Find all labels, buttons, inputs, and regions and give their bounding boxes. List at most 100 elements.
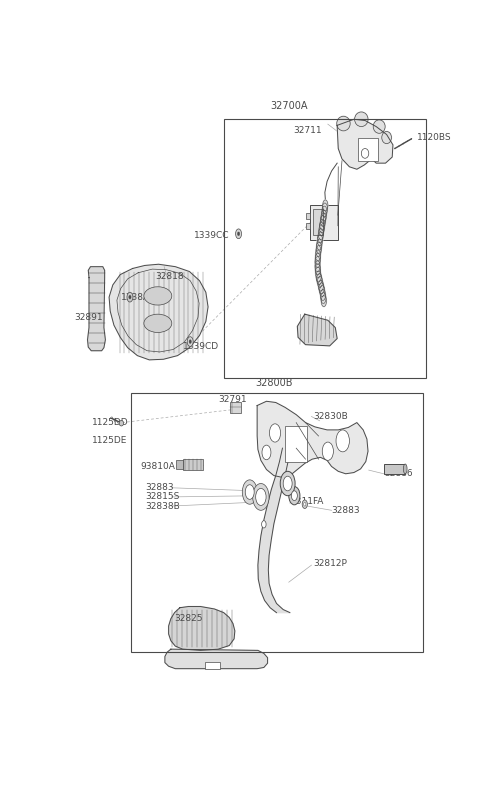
Ellipse shape [127, 292, 133, 302]
Ellipse shape [321, 210, 326, 221]
Ellipse shape [262, 445, 271, 460]
Ellipse shape [315, 256, 320, 267]
Text: 1339CC: 1339CC [194, 230, 229, 240]
Ellipse shape [337, 116, 350, 131]
Text: 32700A: 32700A [270, 100, 308, 111]
Ellipse shape [315, 253, 321, 264]
Ellipse shape [269, 424, 281, 442]
Ellipse shape [280, 471, 295, 496]
Polygon shape [87, 267, 106, 350]
Ellipse shape [238, 232, 240, 236]
Ellipse shape [129, 295, 131, 299]
Polygon shape [337, 119, 393, 169]
Ellipse shape [245, 485, 254, 499]
Ellipse shape [304, 502, 306, 506]
Ellipse shape [315, 264, 321, 275]
Ellipse shape [302, 500, 307, 509]
Ellipse shape [189, 340, 192, 343]
Ellipse shape [319, 225, 324, 236]
Ellipse shape [318, 280, 324, 291]
Ellipse shape [316, 271, 321, 282]
Ellipse shape [315, 250, 321, 261]
Ellipse shape [315, 267, 321, 278]
Text: 93810A: 93810A [140, 462, 175, 471]
Ellipse shape [283, 476, 292, 490]
Ellipse shape [119, 421, 124, 426]
Text: 32711: 32711 [293, 126, 322, 134]
Ellipse shape [317, 274, 322, 285]
Text: 32815S: 32815S [145, 493, 179, 501]
Ellipse shape [321, 213, 326, 224]
Ellipse shape [323, 200, 328, 211]
Ellipse shape [373, 120, 385, 134]
Ellipse shape [318, 229, 324, 240]
Text: 32891: 32891 [74, 312, 103, 322]
Bar [131, 393, 423, 653]
Text: 32883: 32883 [145, 483, 173, 492]
Ellipse shape [316, 242, 322, 253]
Ellipse shape [315, 261, 320, 272]
Ellipse shape [322, 206, 327, 217]
Text: 1311FA: 1311FA [290, 498, 324, 506]
Bar [305, 223, 310, 229]
Polygon shape [297, 314, 337, 346]
Ellipse shape [336, 430, 349, 452]
Text: 1338AC: 1338AC [121, 293, 156, 301]
Bar [285, 426, 307, 462]
Ellipse shape [236, 229, 241, 239]
Ellipse shape [403, 464, 407, 474]
Ellipse shape [317, 239, 322, 250]
Text: 1339CD: 1339CD [183, 342, 219, 351]
Ellipse shape [355, 112, 368, 127]
Ellipse shape [144, 287, 172, 305]
Bar [205, 662, 220, 669]
Ellipse shape [322, 203, 327, 214]
Text: 1120BS: 1120BS [417, 133, 452, 142]
Ellipse shape [291, 490, 297, 501]
Text: 32791: 32791 [219, 396, 247, 404]
Polygon shape [258, 448, 290, 612]
Polygon shape [257, 401, 368, 478]
Ellipse shape [320, 219, 325, 230]
Text: 32818: 32818 [156, 271, 184, 281]
Ellipse shape [321, 293, 326, 304]
Ellipse shape [319, 283, 324, 293]
Ellipse shape [382, 131, 392, 144]
Text: 32886: 32886 [385, 469, 413, 479]
Text: 1125DD: 1125DD [92, 418, 128, 427]
Text: 32838B: 32838B [145, 501, 180, 510]
Ellipse shape [320, 290, 325, 301]
Polygon shape [109, 264, 208, 360]
Bar [224, 119, 426, 378]
Polygon shape [168, 607, 235, 650]
Ellipse shape [316, 245, 321, 256]
Text: 1125DE: 1125DE [92, 436, 127, 445]
Ellipse shape [320, 286, 325, 297]
Bar [230, 402, 241, 413]
Ellipse shape [289, 486, 300, 505]
Bar [358, 138, 378, 161]
Ellipse shape [256, 488, 266, 505]
Ellipse shape [321, 296, 326, 307]
Bar [176, 460, 183, 469]
Text: 32830B: 32830B [313, 412, 348, 421]
Ellipse shape [144, 314, 172, 332]
Bar [310, 205, 338, 240]
Bar [384, 464, 405, 474]
Ellipse shape [322, 442, 334, 460]
Ellipse shape [319, 222, 324, 233]
Text: 32825: 32825 [174, 614, 203, 623]
Ellipse shape [252, 483, 269, 510]
Text: 32883: 32883 [332, 505, 360, 515]
Ellipse shape [262, 520, 266, 528]
Ellipse shape [317, 235, 323, 246]
Ellipse shape [318, 232, 323, 243]
Text: 32800B: 32800B [255, 378, 293, 388]
Ellipse shape [320, 215, 325, 226]
Bar [313, 210, 324, 235]
Ellipse shape [361, 149, 369, 158]
Polygon shape [165, 649, 267, 668]
Bar [183, 459, 203, 470]
Ellipse shape [242, 480, 257, 504]
Ellipse shape [187, 337, 193, 346]
